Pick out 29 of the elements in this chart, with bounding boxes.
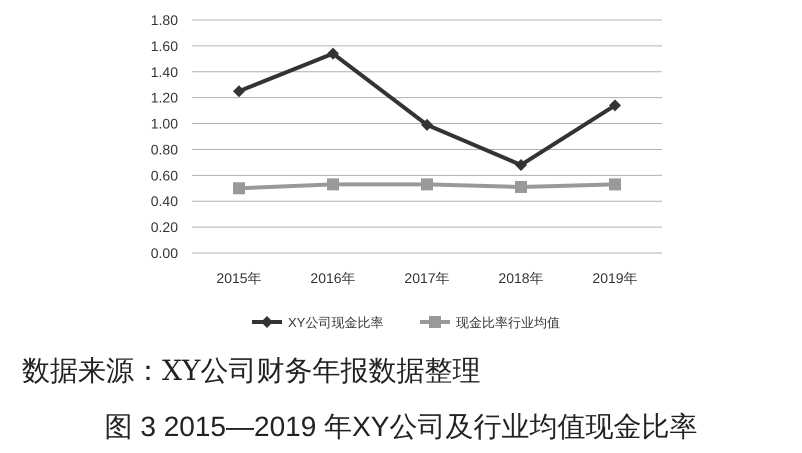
point — [609, 178, 621, 190]
point — [609, 99, 621, 112]
y-tick-label: 1.00 — [150, 116, 178, 132]
point — [233, 182, 245, 194]
y-tick-label: 0.80 — [150, 141, 178, 158]
x-tick-label: 2015年 — [216, 270, 262, 286]
point — [233, 85, 245, 98]
x-tick-label: 2018年 — [498, 270, 544, 286]
legend-label: 现金比率行业均值 — [456, 315, 560, 330]
point — [421, 178, 433, 190]
x-tick-label: 2019年 — [592, 270, 638, 286]
source-note: 数据来源：XY公司财务年报数据整理 — [22, 354, 480, 387]
y-tick-label: 0.00 — [150, 245, 178, 261]
y-tick-label: 1.20 — [150, 90, 178, 106]
point — [327, 48, 339, 60]
legend-label: XY公司现金比率 — [288, 315, 384, 330]
y-tick-label: 0.20 — [150, 219, 178, 236]
point — [515, 158, 527, 171]
y-tick-label: 1.60 — [150, 38, 178, 54]
y-tick-label: 0.40 — [150, 193, 178, 210]
point — [421, 118, 433, 131]
point — [327, 178, 339, 190]
y-tick-label: 1.80 — [150, 12, 178, 28]
y-tick-label: 1.40 — [150, 64, 178, 80]
y-tick-label: 0.60 — [150, 167, 178, 184]
point — [515, 180, 527, 193]
x-tick-label: 2016年 — [310, 270, 356, 286]
x-tick-label: 2017年 — [404, 270, 450, 286]
text: 图 3 2015—2019 年XY公司及行业均值现金比率 — [104, 411, 698, 442]
